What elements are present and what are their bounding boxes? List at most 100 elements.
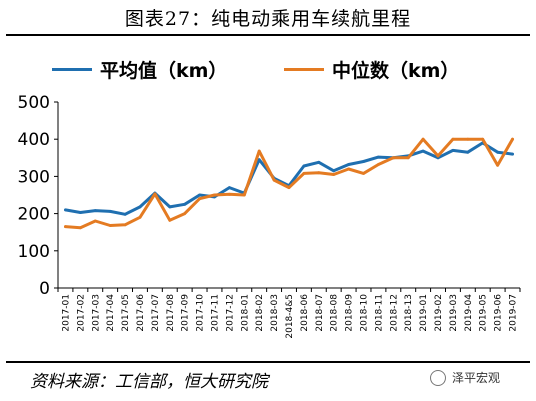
series-1-point-8 [183,212,187,215]
series-0-point-4 [123,212,127,216]
x-tick-label-5: 2017-06 [136,294,146,332]
series-1-point-4 [123,223,127,227]
x-tick-label-0: 2017-01 [61,294,71,332]
wechat-icon [430,369,446,386]
series-0-point-0 [64,208,67,212]
x-tick-label-4: 2017-05 [121,294,131,332]
x-tick-label-7: 2017-08 [166,294,176,332]
series-1-point-10 [213,193,216,197]
legend-label-mean: 平均值（km） [100,60,228,82]
top-rule [6,34,530,36]
series-0-point-8 [183,202,187,206]
x-tick-label-23: 2018-13 [404,294,414,332]
series-0-point-16 [302,164,306,168]
series-0-point-11 [228,186,231,189]
series-0-point-19 [347,163,350,166]
series-0-point-21 [377,155,380,159]
legend: 平均值（km） 中位数（km） [0,56,536,86]
series-1-point-6 [153,192,157,196]
x-tick-label-24: 2019-01 [419,294,429,332]
series-0-point-17 [317,160,321,164]
series-0-point-29 [496,150,499,154]
series-1-point-18 [332,173,336,176]
series-1-point-17 [317,171,321,175]
y-tick-label-4: 400 [18,130,50,150]
bottom-rule [6,361,530,363]
legend-swatch-median [284,68,324,71]
series-1-point-29 [496,163,499,167]
x-tick-label-17: 2018-07 [315,294,325,332]
series-1-point-24 [421,137,425,141]
x-tick-label-20: 2018-10 [360,294,370,332]
series-1-point-1 [79,226,82,230]
series-1-point-2 [93,219,97,223]
series-1-point-22 [391,156,395,160]
x-tick-label-9: 2017-10 [196,294,206,332]
x-tick-label-8: 2017-09 [181,294,191,332]
series-0-point-7 [168,205,172,209]
series-1-point-9 [198,197,202,201]
x-tick-label-26: 2019-03 [449,294,459,332]
x-tick-label-15: 2018-4&5 [285,294,295,339]
y-tick-label-5: 500 [18,93,50,113]
series-1-point-19 [347,167,350,171]
y-tick-label-3: 300 [18,167,50,187]
x-tick-label-1: 2017-02 [76,294,86,332]
series-line-0 [64,141,514,216]
series-1-point-14 [272,178,276,182]
series-1-point-21 [377,163,380,166]
legend-item-mean: 平均值（km） [52,56,227,83]
x-tick-label-11: 2017-12 [225,294,235,332]
y-tick-label-2: 200 [18,205,50,225]
x-tick-label-27: 2019-04 [464,294,474,332]
x-tick-label-25: 2019-02 [434,294,444,332]
series-1-point-7 [168,218,172,222]
series-0-point-3 [108,210,112,213]
series-0-point-2 [93,209,97,212]
series-1-point-25 [436,154,440,158]
x-tick-label-3: 2017-04 [106,294,116,332]
series-1-point-15 [287,186,291,189]
x-tick-label-12: 2018-01 [240,294,250,332]
x-tick-label-6: 2017-07 [151,294,161,332]
x-tick-label-18: 2018-08 [330,294,340,332]
x-tick-label-30: 2019-07 [509,294,519,332]
series-1-point-13 [257,149,261,153]
series-1-point-28 [481,137,485,141]
x-tick-label-16: 2018-06 [300,294,310,332]
series-0-point-9 [198,193,202,197]
x-tick-label-22: 2018-12 [389,294,399,332]
x-tick-label-13: 2018-02 [255,294,265,332]
series-0-point-20 [362,160,365,163]
series-1-point-16 [302,172,306,175]
series-0-point-18 [332,169,336,173]
series-1-point-23 [406,156,410,160]
series-0-point-13 [257,158,261,162]
series-0-point-5 [138,205,142,209]
x-tick-label-28: 2019-05 [479,294,489,332]
x-tick-label-21: 2018-11 [374,294,384,332]
series-1-point-20 [362,172,365,175]
series-0-point-30 [511,152,514,156]
series-1-point-3 [108,224,112,227]
series-0-point-1 [79,211,82,214]
series-0-point-26 [451,149,455,152]
series-1-point-12 [242,193,246,197]
line-chart: 0 100 200 300 400 500 2017-01 2017-02 2017-03 201… [18,93,521,339]
x-tick-label-2: 2017-03 [91,294,101,332]
x-tick-label-14: 2018-03 [270,294,280,332]
y-tick-label-1: 100 [18,242,50,262]
chart-title: 图表27：纯电动乘用车续航里程 [124,8,412,30]
legend-item-median: 中位数（km） [284,56,459,83]
brand-label: 泽平宏观 [452,371,501,385]
x-tick-label-10: 2017-11 [210,294,220,332]
series-1-point-27 [466,137,470,141]
series-0-point-27 [466,150,470,154]
y-tick-label-0: 0 [39,279,50,299]
series-0-point-24 [421,149,425,153]
brand: 泽平宏观 [430,369,500,386]
series-1-point-26 [451,137,455,141]
series-1-point-30 [511,137,514,141]
source-note: 资料来源：工信部，恒大研究院 [30,372,268,392]
series-1-point-0 [64,225,67,229]
